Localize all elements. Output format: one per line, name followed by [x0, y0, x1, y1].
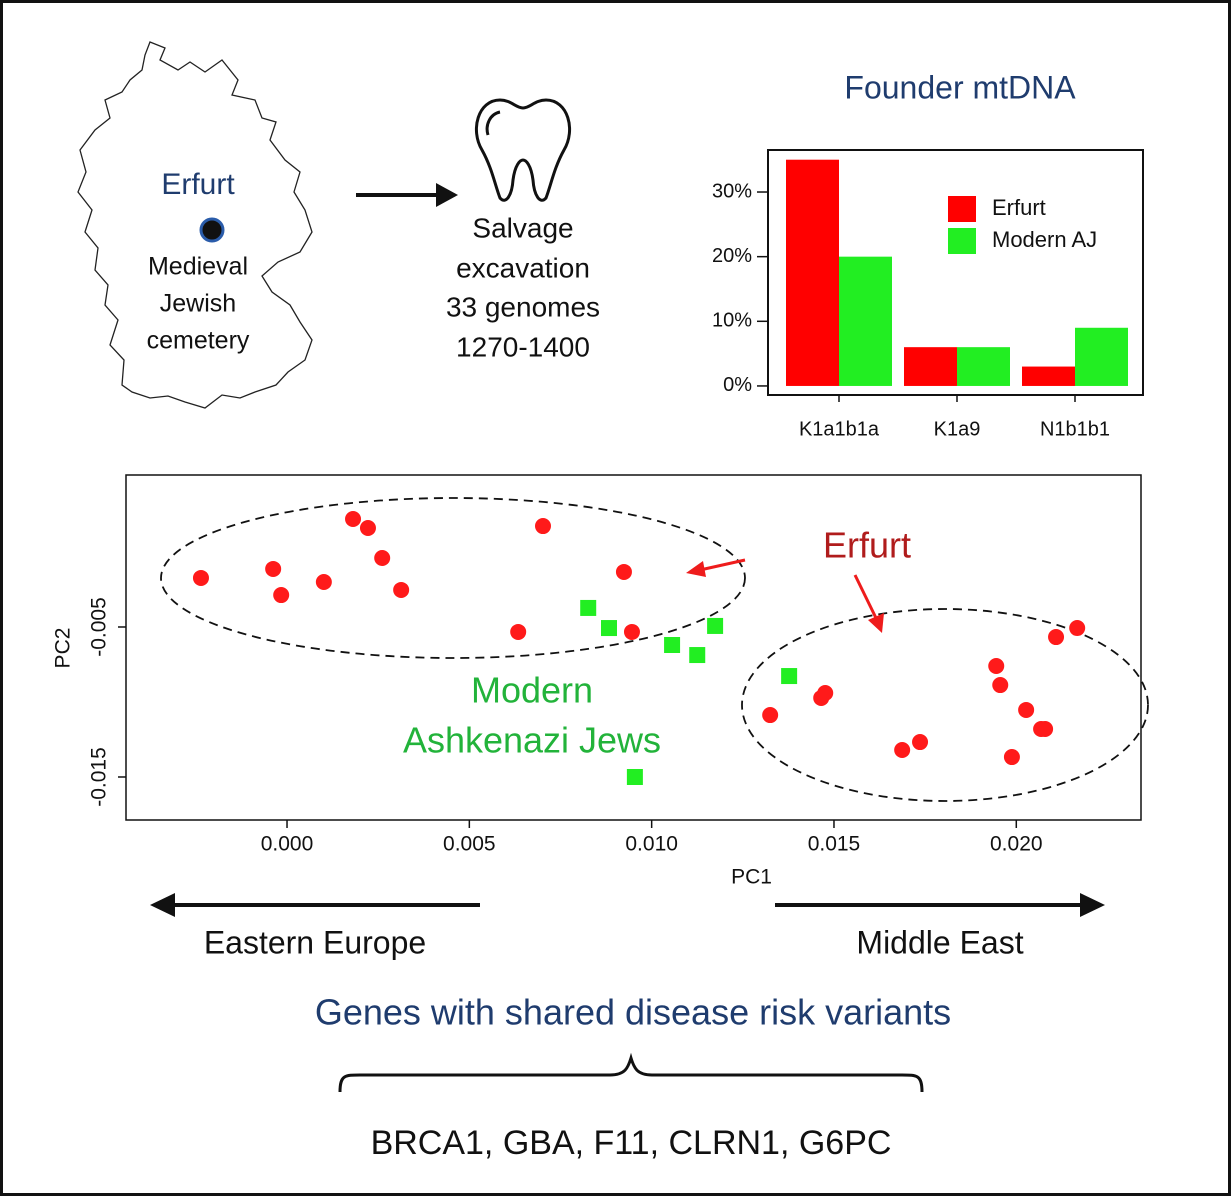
annotation-arrow	[699, 558, 746, 572]
chart-title: Founder mtDNA	[844, 69, 1076, 105]
point	[393, 581, 410, 598]
x-tick-label: 0.000	[261, 833, 314, 856]
point	[534, 518, 551, 535]
legend-label: Modern AJ	[992, 227, 1097, 252]
x-tick-label: K1a1b1a	[799, 418, 880, 440]
bar	[957, 347, 1010, 386]
map-label: Erfurt	[161, 168, 235, 201]
y-tick-label: -0.015	[88, 747, 111, 807]
point	[664, 636, 681, 653]
direction-arrow-head	[150, 893, 175, 917]
point	[762, 707, 779, 724]
point	[817, 684, 834, 701]
point	[623, 623, 640, 640]
point	[1069, 620, 1086, 637]
point	[1048, 629, 1065, 646]
x-tick-label: 0.010	[625, 833, 678, 856]
bar	[839, 256, 892, 386]
point	[1003, 749, 1020, 766]
y-tick-label: 0%	[723, 374, 752, 396]
point	[273, 587, 290, 604]
bar	[904, 347, 957, 386]
x-tick-label: 0.005	[443, 833, 496, 856]
x-axis-label: PC1	[731, 866, 772, 889]
legend-swatch	[948, 228, 976, 254]
point	[359, 519, 376, 536]
y-axis-label: PC2	[52, 628, 75, 669]
point	[626, 768, 643, 785]
point	[988, 657, 1005, 674]
map-outline	[77, 41, 313, 409]
cluster-ellipse	[741, 608, 1149, 802]
annotation: Modern	[471, 670, 593, 711]
point	[707, 617, 724, 634]
point	[992, 677, 1009, 694]
y-tick-label: -0.005	[88, 597, 111, 657]
x-tick-label: 0.020	[990, 833, 1043, 856]
sample-info: Salvage	[472, 212, 573, 243]
point	[374, 549, 391, 566]
site-label: Medieval	[148, 253, 248, 281]
y-tick-label: 20%	[712, 245, 752, 267]
point	[510, 623, 527, 640]
direction-arrow-head	[1080, 893, 1105, 917]
x-tick-label: K1a9	[934, 418, 981, 440]
bar	[786, 159, 839, 386]
point	[192, 569, 209, 586]
sample-info: 1270-1400	[456, 331, 590, 362]
sample-info: 33 genomes	[446, 291, 600, 322]
site-dot	[199, 217, 225, 243]
point	[689, 647, 706, 664]
point	[894, 741, 911, 758]
x-tick-label: N1b1b1	[1040, 418, 1110, 440]
cluster-ellipse	[160, 497, 746, 659]
direction-label: Middle East	[856, 924, 1023, 960]
point	[912, 734, 929, 751]
tooth-icon	[474, 98, 572, 202]
point	[315, 573, 332, 590]
point	[345, 510, 362, 527]
annotation: Ashkenazi Jews	[403, 720, 661, 761]
bar	[1022, 366, 1075, 386]
point	[580, 599, 597, 616]
site-label: Jewish	[160, 290, 236, 318]
point	[265, 560, 282, 577]
point	[781, 668, 798, 685]
genes-title: Genes with shared disease risk variants	[315, 992, 951, 1033]
annotation-arrow-head	[868, 613, 884, 633]
point	[1037, 720, 1054, 737]
y-tick-label: 30%	[712, 180, 752, 202]
site-label: cemetery	[147, 327, 250, 355]
plot-frame	[125, 474, 1142, 821]
plot-frame	[767, 149, 1144, 396]
arrow-head	[436, 183, 458, 207]
genes-list: BRCA1, GBA, F11, CLRN1, G6PC	[371, 1124, 892, 1162]
legend-swatch	[948, 196, 976, 222]
sample-info: excavation	[456, 252, 590, 283]
bar	[1075, 327, 1128, 386]
brace	[338, 1052, 924, 1093]
point	[1018, 701, 1035, 718]
annotation-arrow-head	[686, 561, 706, 577]
point	[600, 620, 617, 637]
legend-label: Erfurt	[992, 195, 1046, 220]
y-tick-label: 10%	[712, 310, 752, 332]
point	[615, 563, 632, 580]
x-tick-label: 0.015	[808, 833, 861, 856]
annotation-arrow	[853, 574, 878, 619]
direction-label: Eastern Europe	[204, 924, 426, 960]
annotation: Erfurt	[823, 525, 911, 566]
